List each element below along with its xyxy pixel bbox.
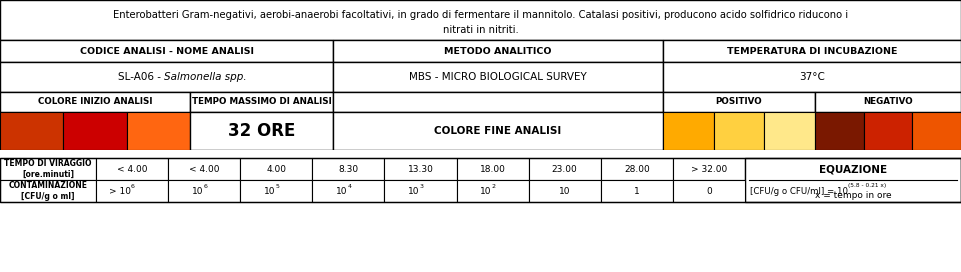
Bar: [0, 150, 961, 158]
Text: 4.00: 4.00: [266, 165, 286, 174]
Bar: [456, 158, 529, 180]
Bar: [864, 112, 912, 150]
Text: 8.30: 8.30: [338, 165, 358, 174]
Bar: [333, 92, 663, 112]
Bar: [96, 158, 168, 180]
Bar: [529, 180, 601, 202]
Bar: [333, 40, 663, 62]
Bar: [745, 158, 961, 202]
Text: (5.8 - 0.21 x): (5.8 - 0.21 x): [848, 183, 886, 188]
Text: COLORE INIZIO ANALISI: COLORE INIZIO ANALISI: [37, 97, 152, 107]
Text: COLORE FINE ANALISI: COLORE FINE ANALISI: [434, 126, 561, 136]
Bar: [663, 112, 714, 150]
Bar: [0, 158, 96, 180]
Text: 10: 10: [559, 187, 571, 196]
Bar: [714, 112, 764, 150]
Text: > 32.00: > 32.00: [691, 165, 727, 174]
Bar: [63, 112, 127, 150]
Bar: [663, 92, 815, 112]
Text: CODICE ANALISI - NOME ANALISI: CODICE ANALISI - NOME ANALISI: [80, 47, 254, 55]
Text: 10: 10: [336, 187, 347, 196]
Text: MBS - MICRO BIOLOGICAL SURVEY: MBS - MICRO BIOLOGICAL SURVEY: [409, 72, 587, 82]
Text: 5: 5: [275, 184, 279, 189]
Bar: [240, 158, 312, 180]
Text: TEMPO DI VIRAGGIO
[ore.minuti]: TEMPO DI VIRAGGIO [ore.minuti]: [4, 159, 91, 179]
Bar: [0, 62, 333, 92]
Bar: [333, 112, 663, 150]
Text: CONTAMINAZIONE
[CFU/g o ml]: CONTAMINAZIONE [CFU/g o ml]: [9, 181, 87, 201]
Bar: [456, 180, 529, 202]
Text: < 4.00: < 4.00: [189, 165, 219, 174]
Text: 3: 3: [420, 184, 424, 189]
Text: 6: 6: [131, 184, 135, 189]
Text: POSITIVO: POSITIVO: [716, 97, 762, 107]
Bar: [312, 180, 384, 202]
Bar: [384, 158, 456, 180]
Text: nitrati in nitriti.: nitrati in nitriti.: [443, 25, 518, 35]
Bar: [0, 0, 961, 40]
Bar: [168, 158, 240, 180]
Bar: [168, 180, 240, 202]
Bar: [764, 112, 815, 150]
Bar: [240, 180, 312, 202]
Bar: [663, 62, 961, 92]
Text: 1: 1: [634, 187, 640, 196]
Bar: [0, 180, 96, 202]
Text: 6: 6: [203, 184, 207, 189]
Text: 10: 10: [263, 187, 275, 196]
Bar: [673, 180, 745, 202]
Bar: [601, 158, 673, 180]
Text: TEMPO MASSIMO DI ANALISI: TEMPO MASSIMO DI ANALISI: [191, 97, 332, 107]
Text: 28.00: 28.00: [624, 165, 650, 174]
Bar: [601, 180, 673, 202]
Text: 4: 4: [347, 184, 352, 189]
Bar: [663, 40, 961, 62]
Text: Enterobatteri Gram-negativi, aerobi-anaerobi facoltativi, in grado di fermentare: Enterobatteri Gram-negativi, aerobi-anae…: [113, 10, 848, 20]
Bar: [0, 40, 333, 62]
Bar: [0, 92, 190, 112]
Text: 0: 0: [706, 187, 712, 196]
Bar: [127, 112, 190, 150]
Text: 18.00: 18.00: [480, 165, 505, 174]
Bar: [190, 112, 333, 150]
Text: x = tempo in ore: x = tempo in ore: [815, 191, 891, 200]
Text: EQUAZIONE: EQUAZIONE: [819, 164, 887, 174]
Text: 13.30: 13.30: [407, 165, 433, 174]
Text: 23.00: 23.00: [552, 165, 578, 174]
Bar: [673, 158, 745, 180]
Bar: [333, 62, 663, 92]
Text: 37°C: 37°C: [799, 72, 825, 82]
Text: Salmonella spp.: Salmonella spp.: [164, 72, 247, 82]
Text: 10: 10: [480, 187, 492, 196]
Bar: [529, 158, 601, 180]
Bar: [0, 158, 961, 202]
Bar: [96, 180, 168, 202]
Text: TEMPERATURA DI INCUBAZIONE: TEMPERATURA DI INCUBAZIONE: [727, 47, 898, 55]
Text: 10: 10: [408, 187, 420, 196]
Text: [CFU/g o CFU/ml] = 10: [CFU/g o CFU/ml] = 10: [750, 187, 848, 196]
Text: > 10: > 10: [109, 187, 131, 196]
Text: NEGATIVO: NEGATIVO: [863, 97, 913, 107]
Bar: [0, 112, 63, 150]
Bar: [312, 158, 384, 180]
Bar: [815, 112, 864, 150]
Text: 2: 2: [492, 184, 496, 189]
Bar: [384, 180, 456, 202]
Text: 10: 10: [191, 187, 203, 196]
Text: METODO ANALITICO: METODO ANALITICO: [444, 47, 552, 55]
Text: SL-A06 -: SL-A06 -: [118, 72, 164, 82]
Bar: [912, 112, 961, 150]
Text: < 4.00: < 4.00: [117, 165, 147, 174]
Text: 32 ORE: 32 ORE: [228, 122, 295, 140]
Bar: [815, 92, 961, 112]
Bar: [190, 92, 333, 112]
